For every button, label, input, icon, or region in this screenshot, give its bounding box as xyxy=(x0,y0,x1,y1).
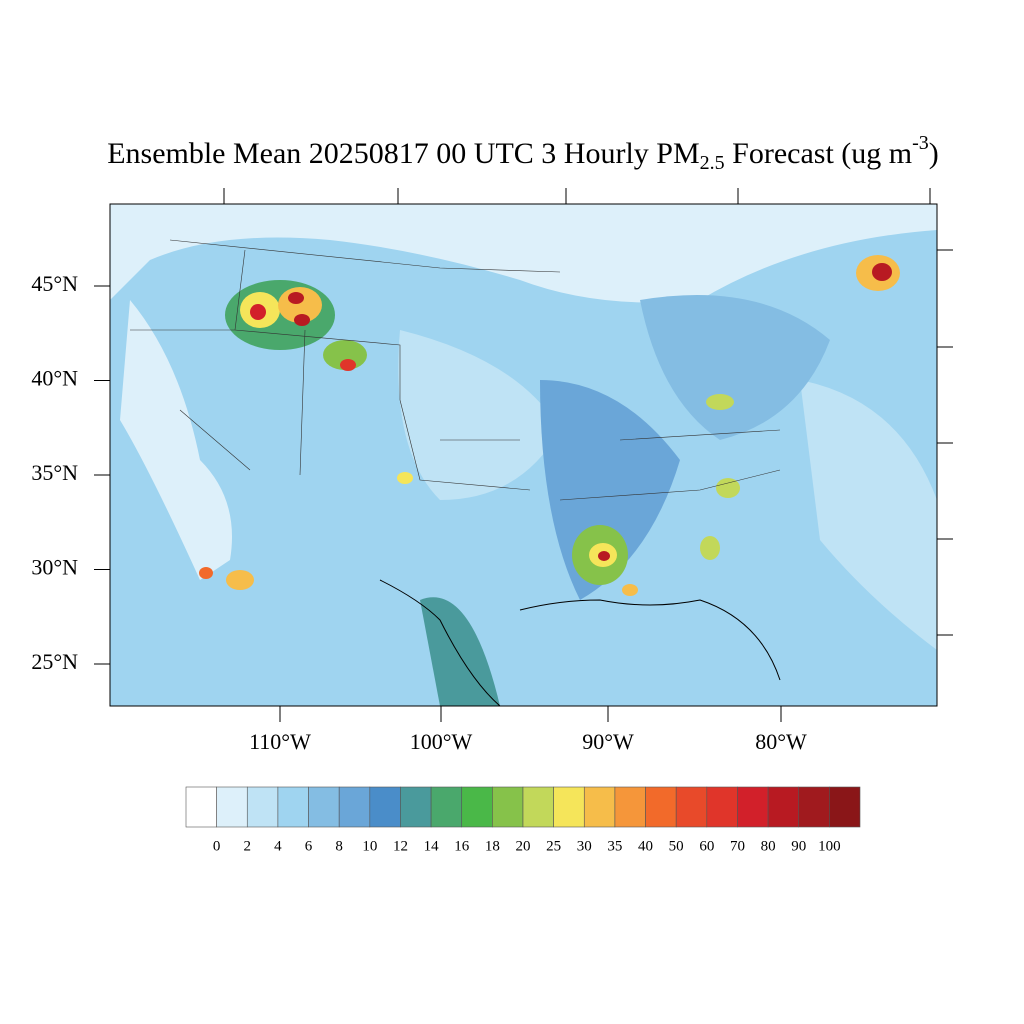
title-close: ) xyxy=(929,137,939,170)
colorbar-label: 50 xyxy=(669,838,684,854)
lon-label: 110°W xyxy=(249,729,311,754)
colorbar-label: 12 xyxy=(393,838,408,854)
title-sub: 2.5 xyxy=(700,152,725,174)
colorbar-box xyxy=(522,786,554,828)
colorbar-box xyxy=(185,786,217,828)
title-sup: -3 xyxy=(912,132,929,154)
colorbar-label: 20 xyxy=(516,838,531,854)
colorbar-label: 6 xyxy=(305,838,313,854)
lat-label: 25°N xyxy=(31,649,78,674)
colorbar-box xyxy=(277,786,309,828)
lat-label: 30°N xyxy=(31,555,78,580)
colorbar-box xyxy=(583,786,616,828)
lon-label: 100°W xyxy=(410,729,473,754)
colorbar-label: 25 xyxy=(546,838,561,854)
colorbar-label: 16 xyxy=(454,838,470,854)
colorbar-box xyxy=(216,786,248,828)
colorbar-label: 100 xyxy=(818,838,841,854)
lon-label: 80°W xyxy=(755,729,807,754)
colorbar-label: 4 xyxy=(274,838,282,854)
colorbar-box xyxy=(706,786,738,828)
colorbar-label: 8 xyxy=(335,838,343,854)
colorbar-box xyxy=(737,786,769,828)
lon-label: 90°W xyxy=(582,729,634,754)
colorbar-box xyxy=(492,786,524,828)
colorbar-box xyxy=(645,786,677,828)
colorbar-label: 80 xyxy=(761,838,776,854)
map-field xyxy=(110,204,937,706)
colorbar-box xyxy=(614,786,646,828)
colorbar-box xyxy=(308,786,340,828)
colorbar-label: 14 xyxy=(424,838,440,854)
title-main: Ensemble Mean 20250817 00 UTC 3 Hourly P… xyxy=(107,137,699,170)
lat-label: 40°N xyxy=(31,366,78,391)
frame-ticks xyxy=(223,188,953,636)
colorbar-label: 18 xyxy=(485,838,500,854)
colorbar-label: 10 xyxy=(362,838,377,854)
colorbar-label: 2 xyxy=(244,838,252,854)
map-frame xyxy=(109,203,938,707)
colorbar-box xyxy=(553,786,585,828)
colorbar-box xyxy=(675,786,708,828)
colorbar-box xyxy=(400,786,432,828)
colorbar-box xyxy=(461,786,493,828)
colorbar-box xyxy=(798,786,830,828)
colorbar-box xyxy=(767,786,800,828)
colorbar-box xyxy=(246,786,279,828)
colorbar-label: 40 xyxy=(638,838,653,854)
colorbar-label: 30 xyxy=(577,838,592,854)
colorbar-label: 35 xyxy=(607,838,622,854)
colorbar-label: 0 xyxy=(213,838,221,854)
colorbar-label: 60 xyxy=(699,838,714,854)
title: Ensemble Mean 20250817 00 UTC 3 Hourly P… xyxy=(107,132,939,174)
colorbar-box xyxy=(338,786,371,828)
colorbar-label: 90 xyxy=(791,838,806,854)
title-after: Forecast (ug m xyxy=(725,137,912,170)
colorbar-label: 70 xyxy=(730,838,745,854)
colorbar-box xyxy=(369,786,401,828)
lat-label: 35°N xyxy=(31,460,78,485)
colorbar-box xyxy=(829,786,861,828)
colorbar-box xyxy=(430,786,463,828)
lat-label: 45°N xyxy=(31,271,78,296)
